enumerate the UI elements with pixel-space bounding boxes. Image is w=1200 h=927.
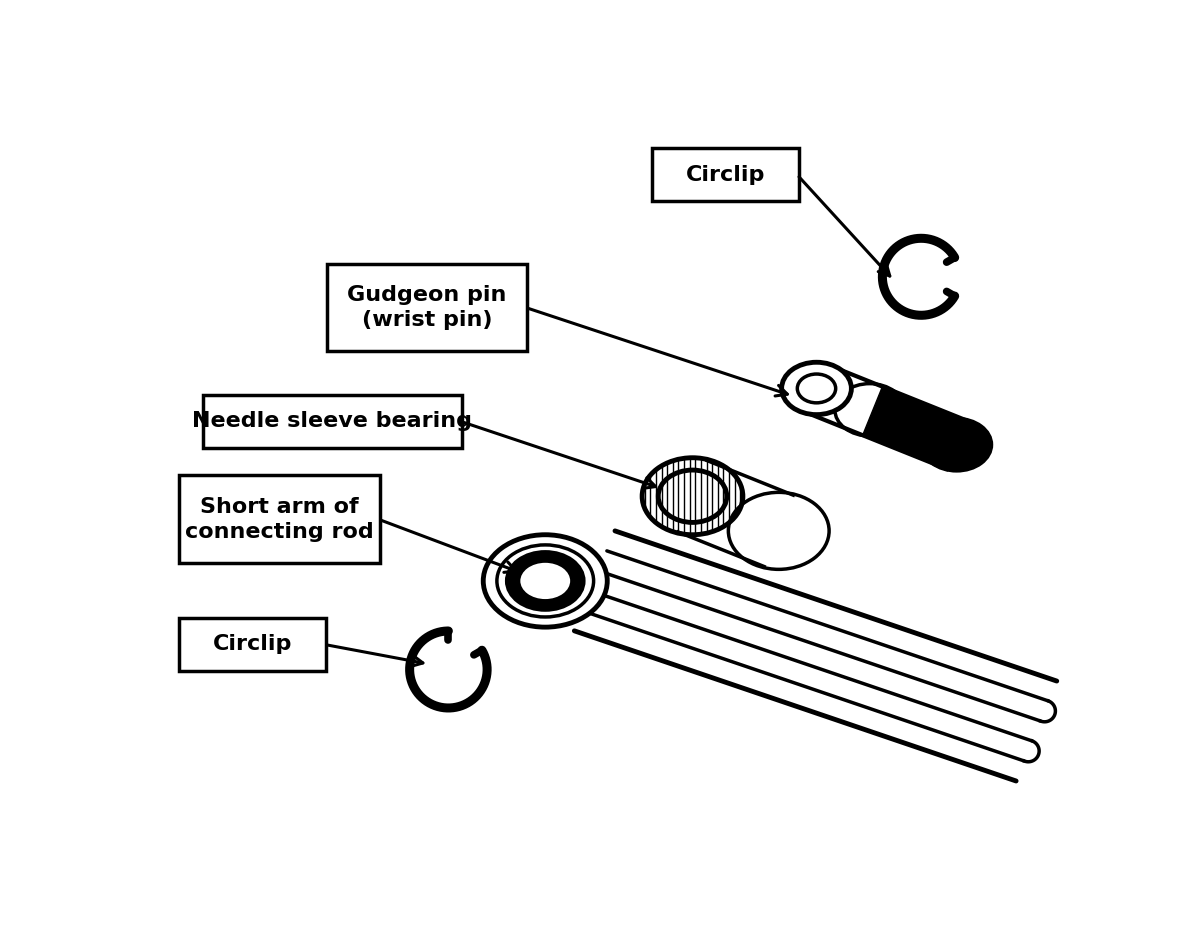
Text: Needle sleeve bearing: Needle sleeve bearing [192,412,472,431]
Ellipse shape [497,545,594,617]
FancyBboxPatch shape [653,148,799,201]
Text: Short arm of
connecting rod: Short arm of connecting rod [186,497,374,541]
Text: Gudgeon pin
(wrist pin): Gudgeon pin (wrist pin) [347,286,506,330]
Ellipse shape [508,553,582,609]
FancyBboxPatch shape [180,618,326,671]
Text: Circlip: Circlip [685,165,766,184]
Text: Circlip: Circlip [214,634,293,654]
Ellipse shape [781,362,851,414]
Ellipse shape [518,561,572,601]
FancyBboxPatch shape [180,476,380,564]
Polygon shape [863,387,966,469]
Ellipse shape [484,535,607,628]
Ellipse shape [922,418,991,471]
Polygon shape [806,364,966,469]
FancyBboxPatch shape [203,395,462,448]
FancyBboxPatch shape [326,263,528,351]
Polygon shape [678,461,793,566]
Ellipse shape [728,492,829,569]
Ellipse shape [797,374,835,403]
